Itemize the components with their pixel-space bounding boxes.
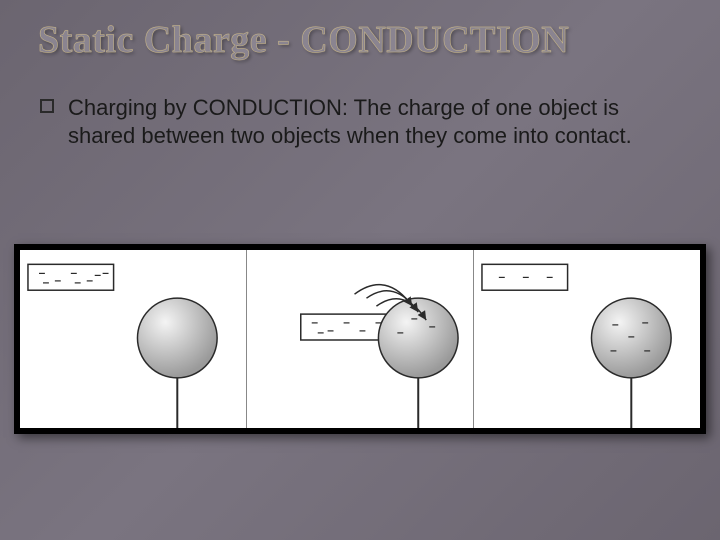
slide-title: Static Charge - CONDUCTION: [0, 0, 720, 62]
svg-text:–: –: [43, 275, 50, 289]
panel-2-svg: –––––––––: [247, 250, 473, 428]
svg-text:–: –: [546, 269, 553, 283]
bullet-marker: [40, 99, 54, 113]
svg-text:–: –: [499, 269, 506, 283]
svg-text:–: –: [644, 343, 651, 357]
svg-text:–: –: [411, 311, 418, 325]
svg-text:–: –: [327, 323, 334, 337]
panel-1-svg: ––––––––: [20, 250, 246, 428]
svg-text:–: –: [55, 273, 62, 287]
body-area: Charging by CONDUCTION: The charge of on…: [0, 62, 720, 149]
panel-1: ––––––––: [20, 250, 247, 428]
svg-text:–: –: [359, 323, 366, 337]
panel-2: –––––––––: [247, 250, 474, 428]
panel-3-svg: ––––––––: [474, 250, 700, 428]
body-text: Charging by CONDUCTION: The charge of on…: [68, 94, 680, 149]
svg-text:–: –: [642, 315, 649, 329]
svg-text:–: –: [612, 317, 619, 331]
svg-text:–: –: [397, 325, 404, 339]
svg-text:–: –: [94, 267, 101, 281]
diagram-frame: –––––––– ––––––––– ––––––––: [14, 244, 706, 434]
svg-text:–: –: [429, 319, 436, 333]
svg-text:–: –: [628, 329, 635, 343]
svg-text:–: –: [74, 275, 81, 289]
svg-text:–: –: [102, 265, 109, 279]
svg-text:–: –: [522, 269, 529, 283]
panel-3: ––––––––: [474, 250, 700, 428]
svg-text:–: –: [317, 325, 324, 339]
svg-text:–: –: [610, 343, 617, 357]
svg-text:–: –: [86, 273, 93, 287]
svg-text:–: –: [343, 315, 350, 329]
diagram-inner: –––––––– ––––––––– ––––––––: [20, 250, 700, 428]
